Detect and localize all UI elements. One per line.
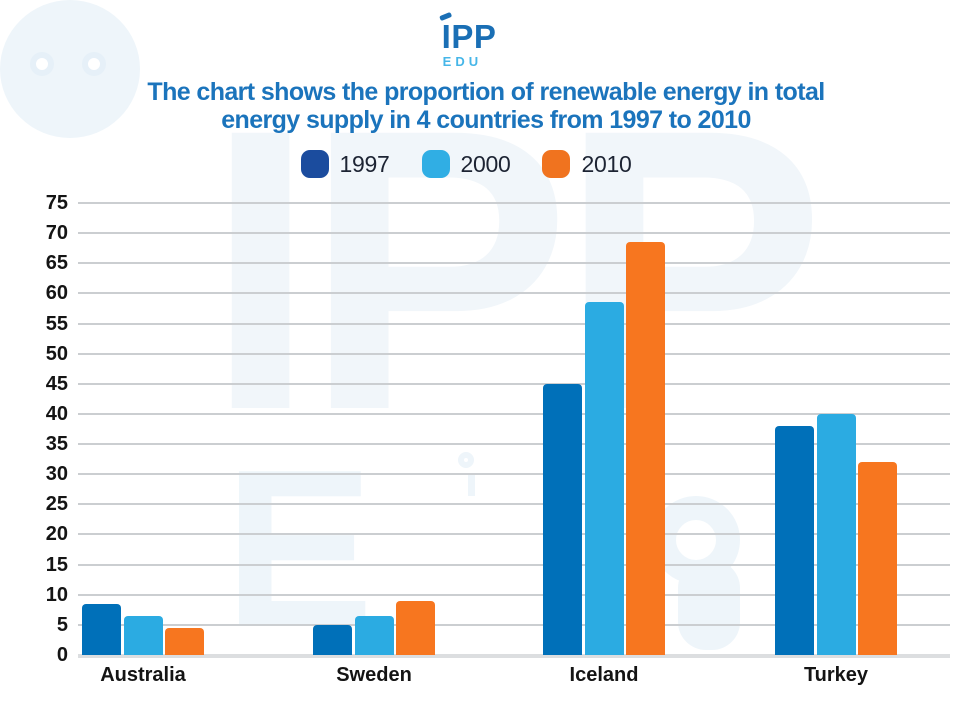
logo-subtext: EDU [442,54,483,69]
watermark-hook-shape [678,560,740,650]
bar-iceland-1997 [543,383,582,655]
y-axis-tick-5: 5 [56,613,68,636]
chart-title-line2: energy supply in 4 countries from 1997 t… [221,106,751,134]
bar-australia-2010 [165,627,204,655]
logo-word-text: IPP [441,18,497,55]
gridline-40 [78,412,950,415]
ipp-edu-logo: IPP EDU [439,11,497,69]
legend-marker-1997 [300,150,329,178]
chart-legend: 1997 2000 2010 [0,150,952,178]
y-axis-tick-15: 15 [45,553,68,576]
legend-item-2000: 2000 [421,150,511,178]
legend-marker-2010 [542,150,571,178]
gridline-50 [78,352,950,355]
gridline-75 [78,202,950,204]
bar-turkey-2010 [858,462,897,655]
bar-sweden-1997 [313,624,352,655]
gridline-20 [78,533,950,536]
gridline-55 [78,322,950,325]
bar-sweden-2000 [354,615,394,655]
category-label-australia: Australia [100,664,186,686]
y-axis-tick-75: 75 [45,192,68,214]
y-axis-tick-20: 20 [45,523,68,546]
bar-sweden-2010 [396,600,435,655]
category-label-iceland: Iceland [569,664,639,686]
bar-turkey-1997 [775,426,814,655]
gridline-30 [78,473,950,476]
y-axis-tick-40: 40 [45,402,68,425]
gridline-25 [78,503,950,506]
bar-australia-1997 [82,603,121,655]
y-axis-tick-0: 0 [56,644,68,666]
bar-turkey-2000 [816,413,856,655]
y-axis-tick-50: 50 [45,342,68,365]
chart-title-line1: The chart shows the proportion of renewa… [147,78,825,106]
y-axis-tick-65: 65 [45,252,68,275]
bar-iceland-2010 [626,242,665,655]
monkey-eye-icon [82,52,106,76]
chart-title: The chart shows the proportion of renewa… [0,78,972,134]
y-axis-tick-25: 25 [45,493,68,516]
y-axis-tick-70: 70 [45,222,68,245]
legend-label-1997: 1997 [339,150,390,177]
bar-australia-2000 [123,615,163,655]
y-axis-tick-55: 55 [45,312,68,335]
legend-label-2010: 2010 [581,150,632,177]
y-axis-tick-10: 10 [45,583,68,606]
legend-item-2010: 2010 [542,150,632,178]
legend-marker-2000 [421,150,450,178]
gridline-70 [78,232,950,235]
legend-label-2000: 2000 [460,150,511,177]
watermark-monkey-mascot-icon [0,0,140,138]
gridline-15 [78,563,950,566]
y-axis-tick-60: 60 [45,282,68,305]
x-axis-line [78,654,950,658]
logo-text: IPP [439,11,497,55]
category-label-turkey: Turkey [803,664,869,686]
plot-area: 0 5 10 15 20 25 30 35 40 45 50 55 60 65 70 75 Australia S… [46,192,950,686]
monkey-eye-icon [30,52,54,76]
legend-item-1997: 1997 [300,150,390,178]
gridline-65 [78,262,950,265]
watermark-ipp-text: IPP [205,46,826,493]
gridline-35 [78,443,950,446]
category-label-sweden: Sweden [336,664,412,686]
watermark-edu-letter: E [224,422,375,674]
gridline-45 [78,382,950,385]
gridline-10 [78,593,950,596]
gridline-60 [78,292,950,295]
y-axis-tick-30: 30 [45,463,68,486]
bar-iceland-2000 [584,302,624,655]
y-axis-tick-45: 45 [45,372,68,395]
y-axis-tick-35: 35 [45,433,68,456]
gridline-5 [78,623,950,626]
monkey-antenna-stem [468,474,475,496]
monkey-antenna-icon [458,452,474,468]
